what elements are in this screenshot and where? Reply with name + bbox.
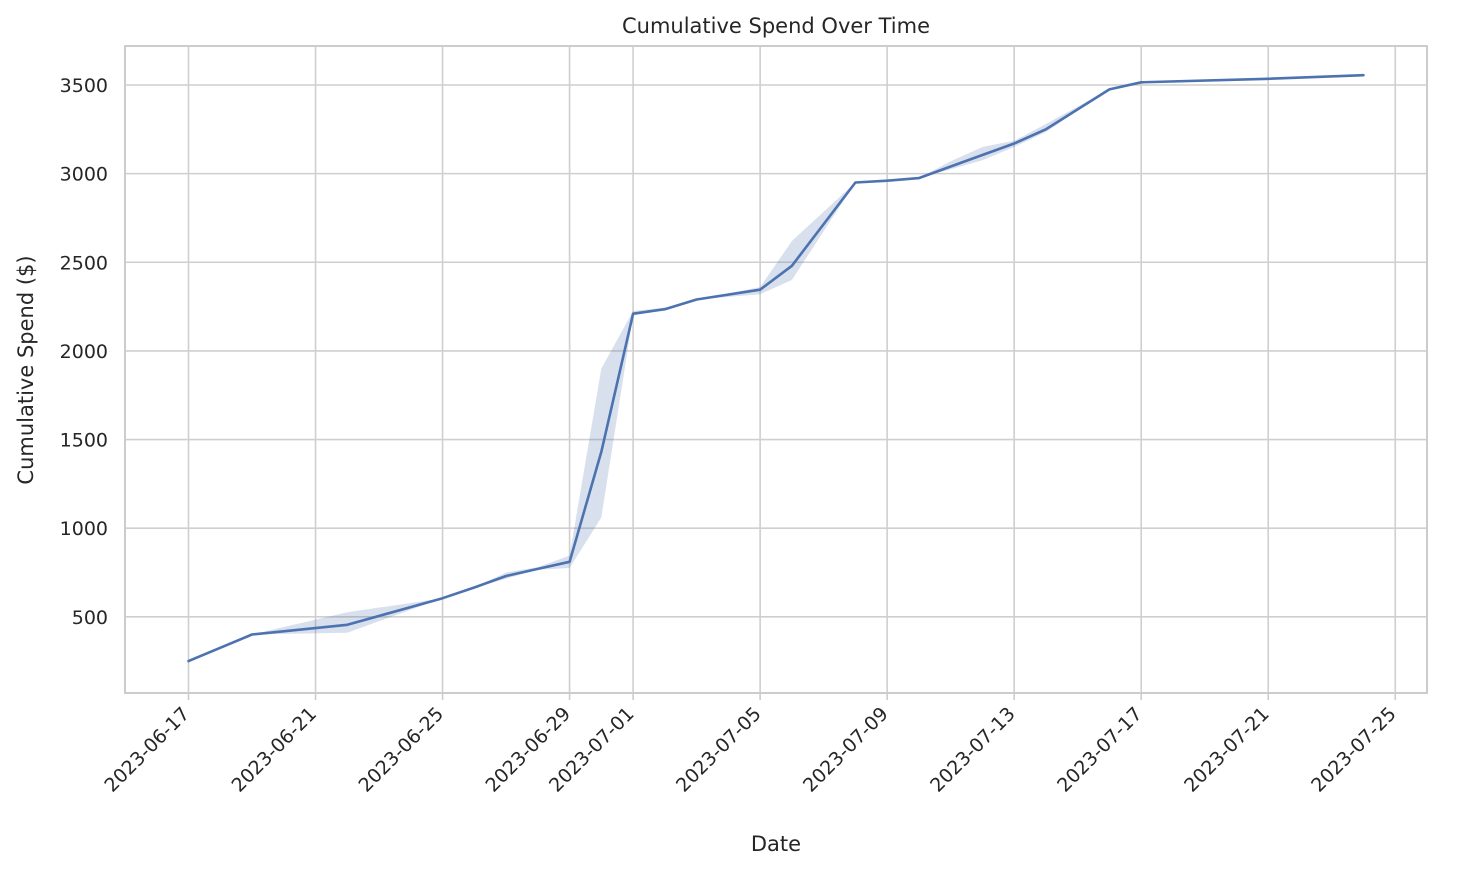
x-tick-label: 2023-07-05 — [672, 703, 766, 797]
series-line-0 — [187, 73, 1365, 663]
confidence-band-0 — [188, 75, 1364, 662]
x-tick-labels: 2023-06-17 2023-06-21 2023-06-25 2023-06-29… — [100, 703, 1400, 797]
plot-frame — [124, 45, 1428, 694]
series-lines — [187, 73, 1365, 663]
y-tick-label: 2000 — [60, 341, 108, 363]
x-tick-label: 2023-07-17 — [1053, 703, 1147, 797]
x-tick-label: 2023-07-25 — [1307, 703, 1401, 797]
y-tick-label: 3500 — [60, 75, 108, 97]
confidence-band — [188, 75, 1364, 662]
y-gridlines — [125, 84, 1427, 618]
x-axis-label: Date — [751, 832, 801, 856]
y-tick-label: 1000 — [60, 518, 108, 540]
x-tick-label: 2023-07-21 — [1180, 703, 1274, 797]
x-tick-label: 2023-07-09 — [799, 703, 893, 797]
y-axis-label: Cumulative Spend ($) — [14, 255, 38, 484]
chart-title: Cumulative Spend Over Time — [622, 14, 930, 38]
x-gridlines — [187, 46, 1397, 700]
y-tick-label: 2500 — [60, 252, 108, 274]
x-tick-label: 2023-06-21 — [227, 703, 321, 797]
y-tick-label: 1500 — [60, 430, 108, 452]
y-tick-label: 3000 — [60, 164, 108, 186]
y-tick-label: 500 — [72, 607, 108, 629]
x-tick-label: 2023-07-13 — [926, 703, 1020, 797]
x-tick-label: 2023-06-25 — [354, 703, 448, 797]
y-tick-labels: 500 1000 1500 2000 2500 3000 3500 — [60, 75, 108, 629]
x-tick-label: 2023-06-17 — [100, 703, 194, 797]
